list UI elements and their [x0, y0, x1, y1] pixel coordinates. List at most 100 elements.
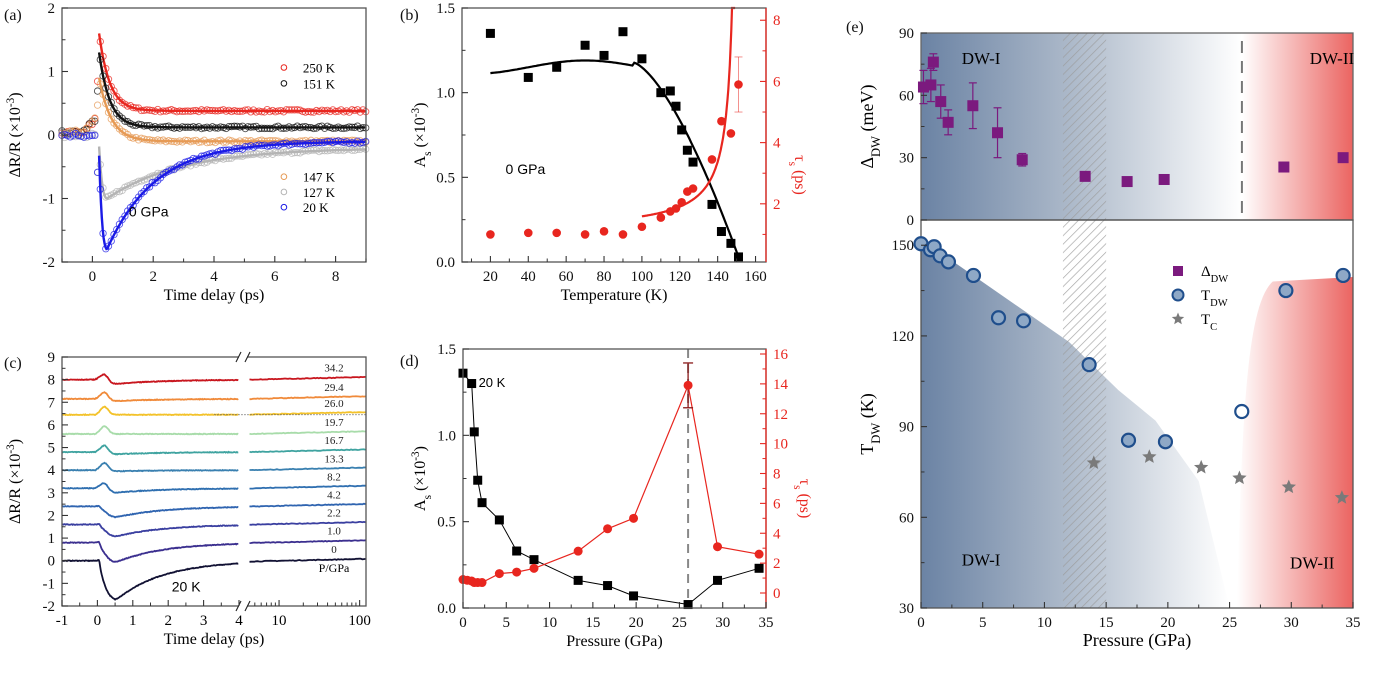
- panel-d: (d) 0 5 10 15 20 25 30 35 0.0 0.5 1.0 1.5 0 2 4 6 8 10 12 14…: [400, 342, 813, 650]
- x-tick-label: 20: [629, 615, 644, 631]
- region-dw2-bottom: [1236, 276, 1353, 608]
- x-tick-label: 0: [89, 269, 97, 285]
- legend-marker-tdw: [1171, 288, 1185, 302]
- gap-point: [1079, 170, 1091, 182]
- x-tick-label: 5: [979, 615, 987, 631]
- data-point: [301, 108, 310, 116]
- panel-label: (b): [400, 7, 419, 24]
- tdw-point: [1015, 313, 1032, 329]
- x-tick-label: 40: [521, 269, 536, 285]
- y-tick-label: 1.0: [436, 86, 455, 102]
- x-tick-label: 3: [200, 613, 208, 629]
- x-tick-label: 80: [597, 269, 612, 285]
- pressure-label: 16.7: [324, 435, 344, 447]
- panel-e: (e)0 5 10 15 20 25 30 350306090306090120150Pres…: [846, 19, 1361, 651]
- axis-break-mark: [235, 351, 242, 363]
- x-tick-label: 35: [1346, 615, 1361, 631]
- gap-point: [992, 127, 1004, 139]
- tc-point: [1086, 455, 1101, 469]
- pressure-label: 8.2: [327, 471, 341, 483]
- amplitude-point: [629, 591, 639, 601]
- legend-marker: [280, 188, 288, 196]
- gap-point: [1121, 176, 1133, 188]
- y2-tick-label: 4: [773, 526, 781, 542]
- tau-point: [688, 184, 698, 193]
- x-tick-label: 100: [631, 269, 654, 285]
- trace-26.0: 26.0: [61, 398, 366, 417]
- tau-point: [637, 222, 647, 232]
- trace-line-log: [249, 502, 366, 508]
- tau-point: [671, 204, 681, 213]
- y2-tick-label: 12: [773, 407, 788, 423]
- trace-line-log: [249, 520, 366, 526]
- y2-tick-label: 4: [773, 136, 781, 152]
- amplitude-point: [688, 157, 698, 167]
- x-tick-label: 5: [503, 615, 511, 631]
- pressure-label: 29.4: [324, 382, 344, 394]
- y2-tick-label: 0: [773, 586, 781, 602]
- y2-tick-label: 2: [773, 556, 781, 572]
- panel-label: (e): [846, 19, 864, 36]
- gap-point: [967, 100, 979, 112]
- y-tick-label: 4: [48, 463, 56, 479]
- annotation: 20 K: [479, 375, 506, 390]
- amplitude-point: [618, 27, 628, 37]
- y2-tick-label: 8: [773, 13, 781, 29]
- amplitude-point: [599, 50, 609, 60]
- x-tick-label: 0: [459, 615, 467, 631]
- x-tick-label: 0: [917, 615, 925, 631]
- y-tick-label: 2: [48, 1, 56, 17]
- gap-point: [1337, 152, 1349, 164]
- tau-point: [677, 197, 686, 207]
- x-tick-label: 2: [164, 613, 172, 629]
- x-tick-label: 100: [348, 613, 371, 629]
- pressure-label: 26.0: [324, 398, 344, 410]
- y-tick-label: 90: [899, 26, 914, 42]
- amplitude-point: [677, 125, 687, 135]
- trace-13.3: 13.3: [62, 453, 366, 473]
- y-axis-label: ΔR/R (×10-3): [5, 92, 24, 177]
- x-tick-label: 4: [210, 269, 218, 285]
- trace-line-linear: [61, 405, 239, 417]
- data-point: [91, 114, 99, 122]
- amplitude-point: [671, 101, 681, 111]
- legend-label: 20 K: [303, 200, 329, 215]
- x-tick-label: 140: [706, 269, 729, 285]
- plot-frame: [461, 7, 767, 263]
- x-tick-label: 120: [669, 269, 692, 285]
- amplitude-point: [573, 575, 583, 585]
- y-axis-label-top: ΔDW (meV): [857, 84, 883, 168]
- region-label-dw1-bottom: DW-I: [962, 551, 1001, 570]
- tc-point: [1194, 459, 1209, 474]
- region-label-dw2-bottom: DW-II: [1290, 554, 1335, 573]
- y-tick-label: 5: [48, 441, 56, 457]
- trace-line-linear: [61, 540, 239, 563]
- tau-point: [486, 230, 495, 239]
- y2-tick-label: 6: [773, 74, 781, 90]
- amplitude-point: [733, 252, 743, 262]
- y-axis-label-bottom: TDW (K): [857, 393, 883, 454]
- x-tick-label: 30: [1284, 615, 1299, 631]
- gap-point: [942, 116, 954, 128]
- trace-line-log: [249, 557, 366, 563]
- tau-point: [683, 380, 693, 390]
- x-axis-label: Time delay (ps): [164, 631, 265, 648]
- pressure-label: 0: [331, 544, 337, 556]
- tau-point: [603, 524, 613, 534]
- y-tick-label: 1.5: [437, 342, 456, 358]
- y-axis-label: ΔR/R (×10-3): [5, 439, 24, 524]
- y2-tick-label: 10: [773, 437, 788, 453]
- x-tick-label: 25: [672, 615, 687, 631]
- tdw-point: [1081, 357, 1097, 373]
- x-axis-label: Temperature (K): [561, 287, 668, 304]
- tau-point: [477, 578, 487, 588]
- tdw-point: [940, 254, 957, 270]
- y2-axis-label: τs (ps): [791, 479, 813, 519]
- amplitude-point: [665, 86, 675, 96]
- amplitude-point: [682, 145, 692, 155]
- axis-break-mark: [244, 351, 251, 363]
- trace-0: 0: [62, 544, 366, 601]
- y-tick-label: 1: [48, 65, 56, 81]
- x-tick-label: 1: [129, 613, 137, 629]
